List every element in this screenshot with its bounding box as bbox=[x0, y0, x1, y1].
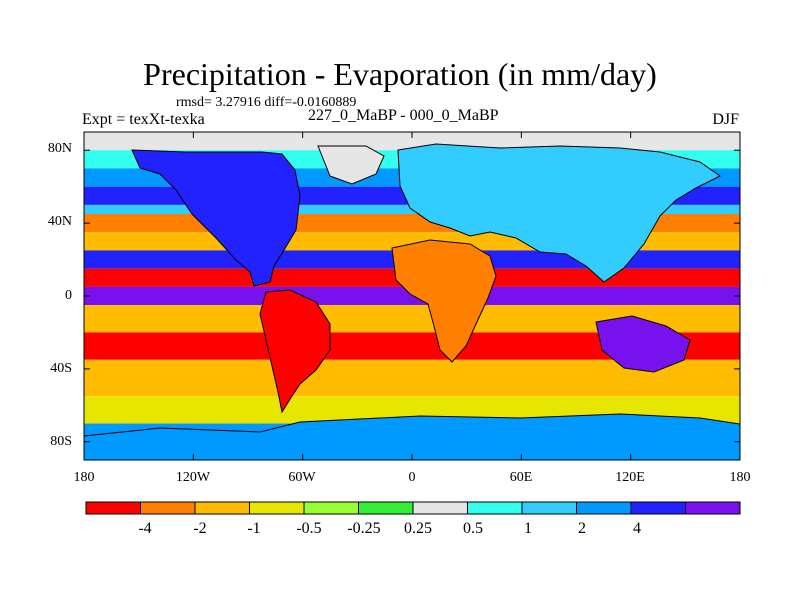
colorbar-label: 1 bbox=[524, 520, 532, 537]
colorbar-label: 4 bbox=[633, 520, 641, 537]
colorbar-swatch bbox=[521, 501, 577, 515]
y-tick-80s: 80S bbox=[50, 434, 72, 449]
rmsd-label: rmsd= bbox=[176, 95, 212, 110]
colorbar bbox=[85, 501, 741, 515]
x-tick-120e: 120E bbox=[615, 470, 645, 485]
continent-australia bbox=[595, 315, 691, 373]
map-band bbox=[84, 132, 740, 151]
colorbar-label: -0.5 bbox=[296, 520, 322, 537]
colorbar-swatch bbox=[412, 501, 468, 515]
colorbar-label: -4 bbox=[138, 520, 152, 537]
y-tick-40s: 40S bbox=[50, 361, 72, 376]
comparison-label: 227_0_MaBP - 000_0_MaBP bbox=[308, 107, 499, 124]
map-band bbox=[84, 286, 740, 306]
colorbar-swatch bbox=[630, 501, 686, 515]
stats-line: rmsd= 3.27916 diff=-0.0160889 bbox=[176, 96, 356, 110]
continent-north-america bbox=[131, 149, 301, 287]
rmsd-value: 3.27916 bbox=[215, 95, 261, 110]
colorbar-swatch bbox=[85, 501, 141, 515]
diff-label: diff= bbox=[264, 95, 293, 110]
colorbar-label: -1 bbox=[247, 520, 261, 537]
colorbar-swatch bbox=[194, 501, 250, 515]
x-tick-120w: 120W bbox=[175, 470, 211, 485]
x-tick-60e: 60E bbox=[509, 470, 533, 485]
diff-value: -0.0160889 bbox=[292, 95, 357, 110]
continent-eurasia bbox=[397, 143, 721, 283]
axis-ticks bbox=[83, 132, 741, 460]
continents bbox=[83, 143, 741, 461]
x-tick-180e: 180 bbox=[729, 470, 751, 485]
y-tick-40n: 40N bbox=[47, 214, 72, 229]
colorbar-label: 2 bbox=[578, 520, 586, 537]
season-label: DJF bbox=[712, 111, 739, 128]
colorbar-swatch bbox=[685, 501, 741, 515]
colorbar-swatch bbox=[467, 501, 523, 515]
colorbar-swatch bbox=[576, 501, 632, 515]
colorbar-label: -0.25 bbox=[347, 520, 381, 537]
colorbar-swatch bbox=[249, 501, 305, 515]
x-tick-180w: 180 bbox=[73, 470, 95, 485]
continent-south-america bbox=[259, 289, 331, 414]
colorbar-swatch bbox=[140, 501, 196, 515]
colorbar-label: 0.25 bbox=[404, 520, 432, 537]
colorbar-label: 0.5 bbox=[463, 520, 483, 537]
x-tick-0: 0 bbox=[408, 470, 416, 485]
experiment-label: Expt = texXt-texka bbox=[82, 111, 205, 128]
y-tick-80n: 80N bbox=[47, 141, 72, 156]
continent-greenland bbox=[317, 145, 385, 185]
colorbar-label: -2 bbox=[193, 520, 207, 537]
y-tick-0: 0 bbox=[65, 288, 72, 303]
continent-africa bbox=[391, 239, 497, 363]
colorbar-swatch bbox=[303, 501, 359, 515]
colorbar-swatch bbox=[358, 501, 414, 515]
x-tick-60w: 60W bbox=[288, 470, 316, 485]
chart-title: Precipitation - Evaporation (in mm/day) bbox=[143, 56, 657, 92]
